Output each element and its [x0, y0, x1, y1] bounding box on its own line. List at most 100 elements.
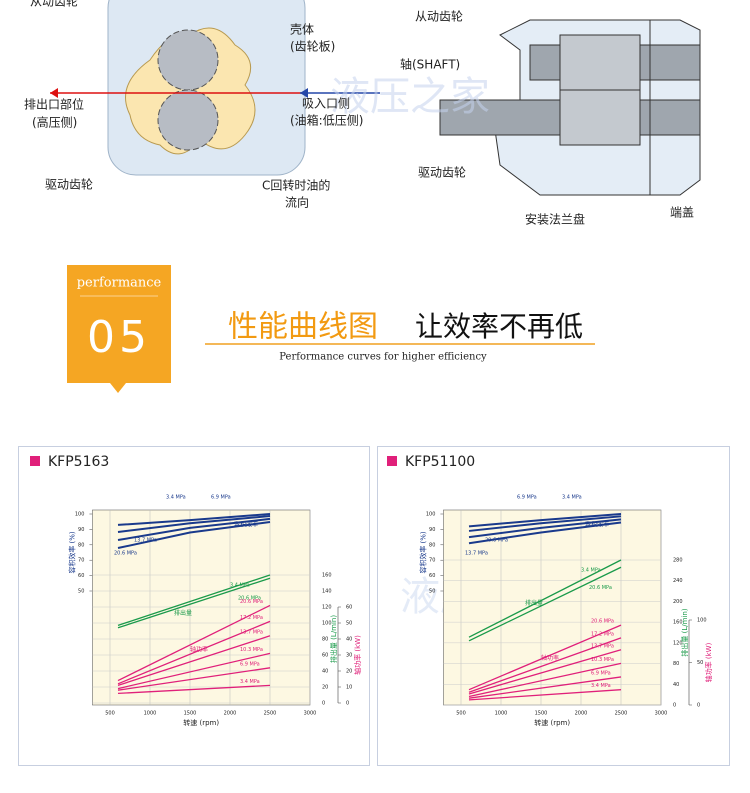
label: (油箱:低压侧): [290, 113, 363, 128]
x-tick-label: 2500: [264, 711, 277, 717]
y-axis-title: 排出量 (L/min): [329, 615, 338, 663]
watermark: 液压之家: [330, 74, 490, 120]
y-tick-label: 30: [346, 653, 352, 659]
series-label: 3.4 MPa: [240, 679, 260, 685]
series-label: 10.3 MPa: [240, 647, 263, 653]
x-tick-label: 3000: [304, 711, 317, 717]
curve: [468, 521, 622, 545]
badge-pointer: [110, 383, 126, 393]
label: 端盖: [670, 206, 694, 220]
pump-section: [439, 19, 701, 196]
y-tick-label: 120: [673, 640, 683, 646]
curve-label: 排出量: [174, 609, 192, 617]
x-axis-title: 转速 (rpm): [534, 718, 570, 727]
y-tick-label: 140: [322, 589, 332, 595]
y-tick-label: 160: [322, 573, 332, 579]
curve: [117, 577, 271, 629]
y-tick-label: 70: [78, 558, 84, 564]
driven-gear: [157, 29, 219, 91]
series-label: 3.4 MPa: [591, 683, 611, 689]
y-tick-label: 40: [346, 637, 352, 643]
y-tick-label: 10: [346, 685, 352, 691]
curve-label: 容积效率: [234, 521, 258, 529]
y-tick-label: 100: [75, 512, 85, 518]
curve: [468, 566, 622, 642]
y-tick-label: 160: [673, 620, 683, 626]
y-tick-label: 0: [697, 703, 700, 709]
label: 轴(SHAFT): [400, 57, 460, 72]
panel-title: KFP51100: [405, 454, 475, 470]
x-axis-title: 转速 (rpm): [183, 718, 219, 727]
badge-text: performance: [77, 276, 162, 291]
y-tick-label: 120: [322, 605, 332, 611]
series-label: 3.4 MPa: [166, 495, 186, 501]
label: C回转时油的: [262, 178, 330, 193]
y-tick-label: 80: [673, 661, 679, 667]
curve: [117, 620, 271, 685]
x-tick-label: 2500: [615, 711, 628, 717]
series-label: 20.6 MPa: [589, 585, 612, 591]
curve: [117, 667, 271, 691]
curve: [117, 513, 271, 526]
series-label: 6.9 MPa: [517, 495, 537, 501]
series-label: 20.6 MPa: [240, 599, 263, 605]
badge: [67, 265, 171, 383]
y-tick-label: 60: [322, 653, 328, 659]
y-tick-label: 60: [346, 605, 352, 611]
panel-title: KFP5163: [48, 454, 109, 470]
y-tick-label: 50: [697, 660, 703, 666]
curve-label: 容积效率: [585, 521, 609, 529]
curve: [117, 652, 271, 690]
y-tick-label: 70: [429, 558, 435, 564]
x-tick-label: 2000: [224, 711, 237, 717]
section-slogan: 让效率不再低: [415, 310, 583, 343]
series-label: 10.3 MPa: [591, 657, 614, 663]
curve: [117, 521, 271, 550]
drive-gear: [157, 89, 219, 151]
curve: [468, 513, 622, 528]
label: 壳体: [290, 23, 314, 37]
label: 吸入口侧: [302, 97, 350, 111]
series-label: 13.7 MPa: [465, 551, 488, 557]
y-tick-label: 40: [322, 669, 328, 675]
curve: [117, 517, 271, 542]
y-tick-label: 100: [697, 618, 707, 624]
label: 流向: [285, 195, 309, 210]
y-tick-label: 90: [429, 527, 435, 533]
panel-marker: [30, 456, 40, 466]
series-label: 6.9 MPa: [591, 670, 611, 676]
label: (高压侧): [32, 115, 77, 130]
panel-marker: [387, 456, 397, 466]
curve: [468, 515, 622, 532]
y-axis-title: 轴功率 (kW): [353, 635, 362, 675]
y-tick-label: 20: [346, 669, 352, 675]
curve: [117, 684, 271, 695]
section-subtitle: Performance curves for higher efficiency: [279, 352, 487, 363]
y-axis-title: 容积效率 (%): [418, 531, 427, 574]
curve: [468, 518, 622, 539]
curve: [117, 635, 271, 687]
curve: [468, 676, 622, 699]
y-tick-label: 90: [78, 527, 84, 533]
y-tick-label: 0: [346, 701, 349, 707]
section-title: 性能曲线图: [228, 310, 378, 345]
series-label: 3.4 MPa: [230, 583, 250, 589]
label: 安装法兰盘: [525, 212, 585, 227]
y-tick-label: 50: [429, 589, 435, 595]
curve-label: 排出量: [525, 599, 543, 607]
y-tick-label: 40: [673, 682, 679, 688]
y-tick-label: 100: [322, 621, 332, 627]
y-tick-label: 60: [78, 573, 84, 579]
plot-area: [443, 509, 662, 706]
y-tick-label: 50: [78, 589, 84, 595]
series-label: 20.6 MPa: [238, 596, 261, 602]
curve: [117, 574, 271, 627]
y-tick-label: 50: [346, 621, 352, 627]
label: (齿轮板): [290, 40, 335, 54]
x-tick-label: 1000: [495, 711, 508, 717]
x-tick-label: 500: [105, 711, 115, 717]
curve: [468, 649, 622, 695]
series-label: 6.9 MPa: [240, 661, 260, 667]
x-tick-label: 1000: [144, 711, 157, 717]
